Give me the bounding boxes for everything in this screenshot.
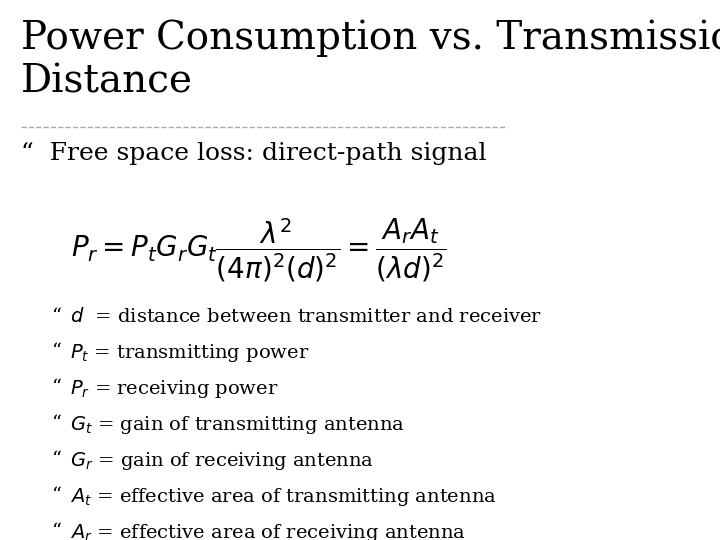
Text: $A_t$ = effective area of transmitting antenna: $A_t$ = effective area of transmitting a… bbox=[70, 486, 497, 508]
Text: “: “ bbox=[52, 522, 62, 540]
Text: $G_t$ = gain of transmitting antenna: $G_t$ = gain of transmitting antenna bbox=[70, 414, 405, 436]
Text: “: “ bbox=[52, 379, 62, 396]
Text: “: “ bbox=[52, 342, 62, 360]
Text: $G_r$ = gain of receiving antenna: $G_r$ = gain of receiving antenna bbox=[70, 450, 374, 472]
Text: “: “ bbox=[52, 414, 62, 432]
Text: $P_r$ = receiving power: $P_r$ = receiving power bbox=[70, 379, 279, 400]
Text: $P_r = P_t G_r G_t \dfrac{\lambda^2}{(4\pi)^2(d)^2} = \dfrac{A_r A_t}{(\lambda d: $P_r = P_t G_r G_t \dfrac{\lambda^2}{(4\… bbox=[71, 217, 447, 284]
Text: “: “ bbox=[52, 307, 62, 325]
Text: Power Consumption vs. Transmission
Distance: Power Consumption vs. Transmission Dista… bbox=[21, 20, 720, 100]
Text: “: “ bbox=[52, 486, 62, 504]
Text: $P_t$ = transmitting power: $P_t$ = transmitting power bbox=[70, 342, 309, 365]
Text: $d$  = distance between transmitter and receiver: $d$ = distance between transmitter and r… bbox=[70, 307, 542, 326]
Text: “  Free space loss: direct-path signal: “ Free space loss: direct-path signal bbox=[21, 142, 486, 165]
Text: $A_r$ = effective area of receiving antenna: $A_r$ = effective area of receiving ante… bbox=[70, 522, 466, 540]
Text: “: “ bbox=[52, 450, 62, 468]
